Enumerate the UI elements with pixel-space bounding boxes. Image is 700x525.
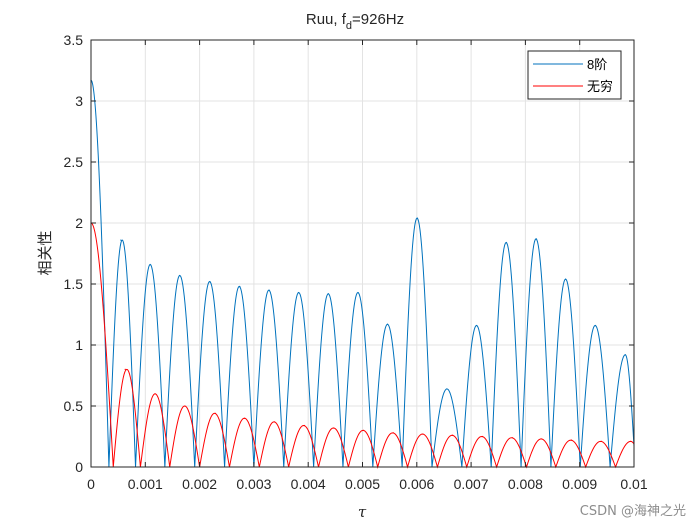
x-tick-label: 0.003 xyxy=(236,476,271,492)
x-tick-label: 0.006 xyxy=(399,476,434,492)
x-tick-label: 0.008 xyxy=(508,476,543,492)
series-1-point xyxy=(600,440,603,442)
series-0-point xyxy=(297,291,300,294)
series-0-point xyxy=(386,323,389,325)
x-tick-label: 0.01 xyxy=(620,476,647,492)
series-0-point xyxy=(327,293,329,295)
series-1-point xyxy=(184,405,186,407)
y-axis-label: 相关性 xyxy=(36,230,54,275)
x-tick-label: 0 xyxy=(87,476,95,492)
y-tick-label: 3 xyxy=(75,93,83,109)
series-0-point xyxy=(505,241,507,244)
series-0-point xyxy=(120,239,122,241)
y-tick-label: 0 xyxy=(75,459,83,475)
x-tick-labels: 0 0.001 0.002 0.003 0.004 0.005 0.006 0.007 0.00… xyxy=(87,476,648,492)
series-1-point xyxy=(214,412,216,414)
series-1-point xyxy=(273,421,276,423)
watermark: CSDN @海神之光 xyxy=(579,504,686,519)
chart-title: Ruu, fd=926Hz xyxy=(306,11,404,32)
y-tick-label: 2.5 xyxy=(64,154,84,170)
series-0-point xyxy=(446,388,448,390)
series-1-point xyxy=(541,438,543,440)
legend-label-8: 8阶 xyxy=(587,57,607,72)
series-0-point xyxy=(357,291,359,294)
x-tick-label: 0.005 xyxy=(345,476,380,492)
y-tick-label: 2 xyxy=(75,215,83,231)
series-0-point xyxy=(178,274,181,277)
series-1-point xyxy=(452,434,454,436)
x-tick-label: 0.009 xyxy=(562,476,597,492)
x-tick-label: 0.002 xyxy=(182,476,217,492)
series-group xyxy=(90,79,635,469)
x-tick-label: 0.007 xyxy=(454,476,489,492)
grid xyxy=(90,39,635,468)
x-axis-label: τ xyxy=(358,503,367,521)
series-0-point xyxy=(535,238,537,240)
y-tick-label: 3.5 xyxy=(64,32,84,48)
x-tick-label: 0.001 xyxy=(128,476,163,492)
series-0-point xyxy=(239,285,241,288)
series-0-point xyxy=(624,354,626,356)
y-tick-labels: 0 0.5 1 1.5 2 2.5 3 3.5 xyxy=(64,32,84,475)
legend-label-infinite: 无穷 xyxy=(587,79,613,94)
y-tick-label: 0.5 xyxy=(64,398,84,414)
series-1-point xyxy=(362,429,365,431)
ticks xyxy=(90,39,635,468)
series-1-point xyxy=(570,439,573,441)
series-0-point xyxy=(564,278,567,280)
series-1-point xyxy=(333,427,335,429)
series-1-point xyxy=(124,368,126,370)
legend: 8阶 无穷 xyxy=(527,50,622,100)
series-1-point xyxy=(303,424,305,427)
series-0-point xyxy=(594,324,597,327)
y-tick-label: 1 xyxy=(75,337,83,353)
series-1-point xyxy=(630,440,632,442)
series-0-point xyxy=(209,280,211,283)
series-0-point xyxy=(416,217,418,219)
series-1-point xyxy=(392,432,395,434)
series-1-point xyxy=(511,437,513,439)
series-1-point xyxy=(154,393,156,395)
x-tick-label: 0.004 xyxy=(291,476,326,492)
legend-box xyxy=(527,50,622,100)
y-tick-label: 1.5 xyxy=(64,276,84,292)
series-1-point xyxy=(244,417,246,419)
series-0-point xyxy=(149,263,151,266)
series-0-point xyxy=(475,324,478,327)
series-0-point xyxy=(268,289,270,291)
series-1-point xyxy=(481,435,484,438)
series-1-point xyxy=(422,433,424,435)
